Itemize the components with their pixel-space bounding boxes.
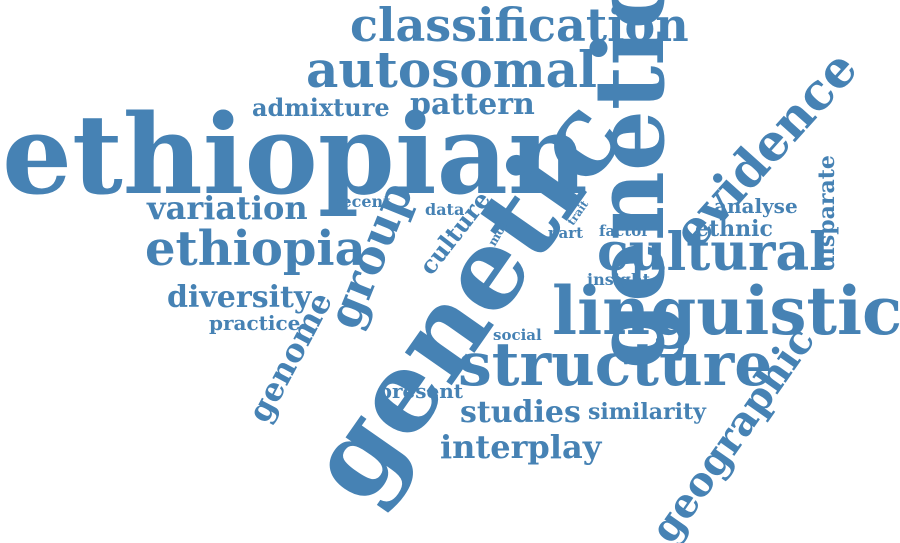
word-variation: variation xyxy=(147,189,308,227)
word-present: present xyxy=(378,379,464,403)
word-pattern: pattern xyxy=(410,87,535,122)
word-analyse: analyse xyxy=(714,194,798,218)
word-ethiopian: ethiopian xyxy=(2,90,588,219)
word-admixture: admixture xyxy=(252,93,390,122)
word-interplay: interplay xyxy=(440,428,602,466)
word-social: social xyxy=(493,326,542,344)
word-similarity: similarity xyxy=(588,399,706,425)
word-structure: structure xyxy=(458,330,773,400)
word-diversity: diversity xyxy=(167,280,312,315)
word-part: part xyxy=(548,224,584,242)
word-ethiopia: ethiopia xyxy=(145,221,366,277)
word-ethnic: ethnic xyxy=(695,216,773,242)
word-autosomal: autosomal xyxy=(306,40,597,99)
word-factor: factor xyxy=(599,222,650,240)
word-data: data xyxy=(425,200,465,219)
word-cultural: cultural xyxy=(597,222,829,283)
word-classification: classification xyxy=(350,0,689,52)
word-linguistic: linguistic xyxy=(552,272,900,350)
word-insight: insight xyxy=(587,270,651,289)
word-practice: practice xyxy=(209,311,301,335)
word-recent: recent xyxy=(333,192,391,211)
word-studies: studies xyxy=(460,395,581,430)
